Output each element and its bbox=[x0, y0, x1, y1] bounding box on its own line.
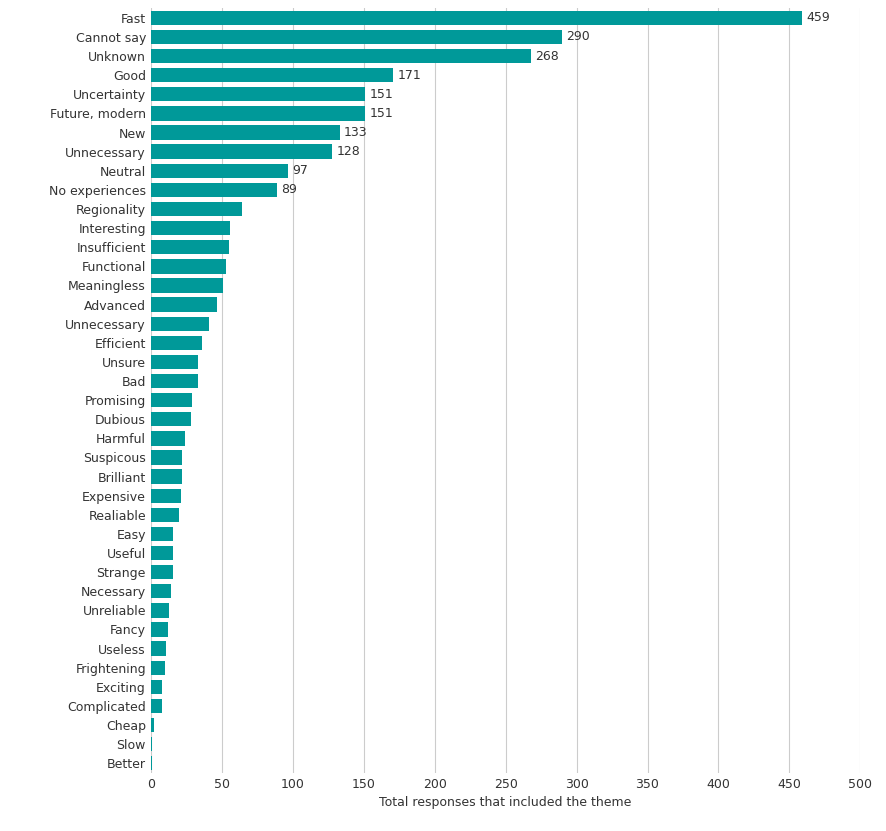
Bar bbox=[151, 106, 365, 120]
Bar bbox=[151, 164, 288, 178]
Text: 459: 459 bbox=[805, 12, 829, 24]
Text: 171: 171 bbox=[397, 69, 421, 81]
Text: 151: 151 bbox=[369, 107, 392, 120]
Bar bbox=[151, 718, 153, 732]
X-axis label: Total responses that included the theme: Total responses that included the theme bbox=[379, 796, 631, 809]
Bar bbox=[151, 355, 198, 369]
Bar bbox=[151, 412, 190, 426]
Bar bbox=[151, 68, 393, 82]
Bar bbox=[151, 699, 162, 713]
Bar bbox=[151, 30, 562, 44]
Bar bbox=[151, 317, 209, 331]
Bar bbox=[151, 603, 169, 617]
Bar bbox=[151, 565, 174, 579]
Bar bbox=[151, 546, 174, 560]
Bar bbox=[151, 336, 202, 350]
Bar bbox=[151, 297, 217, 312]
Bar bbox=[151, 527, 174, 541]
Bar bbox=[151, 87, 365, 101]
Bar bbox=[151, 125, 339, 140]
Text: 97: 97 bbox=[292, 165, 308, 177]
Text: 128: 128 bbox=[337, 145, 360, 158]
Bar bbox=[151, 508, 179, 522]
Bar bbox=[151, 431, 184, 445]
Bar bbox=[151, 393, 191, 407]
Text: 133: 133 bbox=[344, 126, 367, 139]
Text: 151: 151 bbox=[369, 88, 392, 101]
Bar bbox=[151, 661, 165, 675]
Bar bbox=[151, 11, 801, 25]
Bar bbox=[151, 374, 198, 388]
Bar bbox=[151, 183, 276, 197]
Text: 89: 89 bbox=[281, 184, 297, 196]
Bar bbox=[151, 489, 181, 503]
Text: 290: 290 bbox=[566, 31, 590, 43]
Bar bbox=[151, 202, 241, 216]
Bar bbox=[151, 278, 223, 293]
Bar bbox=[151, 145, 332, 159]
Bar bbox=[151, 584, 170, 598]
Bar bbox=[151, 221, 230, 235]
Bar bbox=[151, 680, 162, 694]
Bar bbox=[151, 259, 226, 273]
Bar bbox=[151, 470, 182, 484]
Bar bbox=[151, 450, 182, 465]
Bar bbox=[151, 642, 167, 656]
Bar bbox=[151, 240, 229, 254]
Text: 268: 268 bbox=[535, 50, 558, 62]
Bar bbox=[151, 622, 167, 637]
Bar bbox=[151, 756, 152, 770]
Bar bbox=[151, 49, 531, 63]
Bar bbox=[151, 737, 152, 751]
